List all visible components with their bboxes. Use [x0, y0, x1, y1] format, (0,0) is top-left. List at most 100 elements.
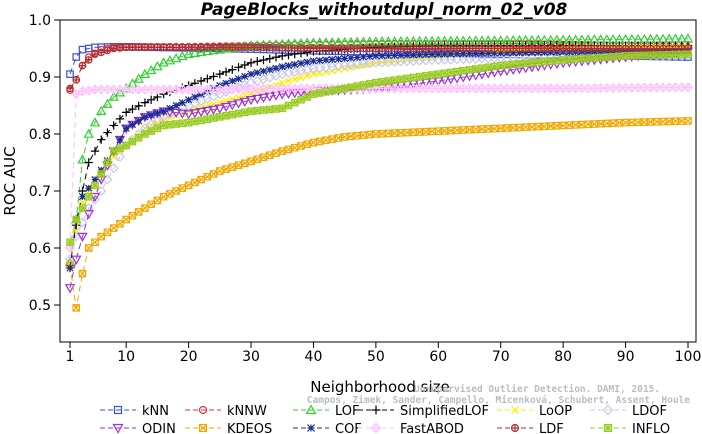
series-layer — [64, 33, 694, 312]
data-point — [91, 238, 99, 247]
data-point — [415, 72, 424, 81]
data-point — [682, 82, 694, 93]
data-point — [484, 63, 493, 72]
data-point — [153, 43, 162, 52]
data-point — [147, 43, 155, 52]
data-point — [271, 53, 281, 62]
data-point — [214, 104, 226, 114]
data-point — [322, 88, 330, 96]
data-point — [72, 53, 81, 61]
data-point — [671, 50, 680, 59]
data-point — [334, 55, 343, 63]
data-point — [540, 44, 549, 53]
legend-label: LDF — [539, 422, 564, 434]
data-point — [652, 44, 661, 53]
data-point — [191, 117, 199, 126]
data-point — [147, 127, 155, 135]
data-point — [515, 44, 524, 53]
data-point — [72, 76, 81, 84]
data-point — [234, 63, 243, 72]
data-point — [78, 61, 87, 70]
data-point — [253, 69, 261, 77]
data-point — [91, 175, 99, 184]
data-point — [659, 51, 667, 59]
data-point — [71, 255, 82, 265]
data-point — [278, 79, 286, 87]
legend-label: kNN — [142, 404, 169, 419]
data-point — [640, 118, 649, 126]
data-point — [97, 170, 106, 178]
legend-marker — [305, 404, 317, 415]
x-tick-label: 10 — [117, 349, 135, 365]
data-point — [272, 64, 280, 72]
data-point — [234, 43, 243, 52]
data-point — [122, 43, 130, 52]
data-point — [628, 44, 636, 53]
data-point — [634, 44, 642, 53]
data-point — [472, 49, 480, 58]
data-point — [78, 193, 87, 201]
data-point — [164, 55, 176, 65]
data-point — [284, 44, 293, 52]
data-point — [640, 51, 649, 60]
data-point — [315, 89, 324, 97]
data-point — [309, 70, 318, 78]
data-point — [141, 130, 149, 138]
data-point — [178, 119, 187, 128]
data-point — [528, 44, 536, 53]
data-point — [85, 184, 93, 192]
data-point — [640, 44, 649, 53]
data-point — [140, 98, 150, 107]
data-point — [490, 49, 499, 57]
y-tick-label: 0.5 — [29, 298, 51, 314]
data-point — [84, 192, 93, 201]
data-point — [222, 79, 230, 87]
data-point — [446, 44, 455, 53]
data-point — [259, 106, 268, 114]
data-point — [684, 50, 692, 59]
data-point — [415, 44, 424, 53]
data-point — [228, 65, 237, 74]
data-point — [122, 215, 130, 224]
data-point — [428, 71, 436, 79]
data-point — [503, 61, 511, 69]
data-point — [84, 158, 93, 167]
data-point — [628, 51, 636, 60]
data-point — [184, 118, 193, 127]
data-point — [220, 43, 232, 53]
data-point — [341, 54, 349, 63]
data-point — [571, 44, 580, 53]
data-point — [284, 61, 293, 70]
data-point — [409, 73, 418, 82]
data-point — [453, 44, 461, 53]
data-point — [72, 304, 81, 312]
legend-label: kNNW — [227, 404, 267, 419]
data-point — [78, 204, 87, 212]
data-point — [334, 44, 343, 53]
data-point — [146, 95, 156, 104]
data-point — [222, 111, 230, 120]
data-point — [596, 53, 605, 62]
data-point — [603, 44, 611, 53]
data-point — [646, 118, 655, 126]
data-point — [197, 43, 205, 52]
data-point — [195, 107, 207, 118]
data-point — [246, 58, 256, 67]
data-point — [196, 76, 206, 86]
data-point — [284, 145, 293, 154]
data-point — [459, 44, 468, 53]
data-point — [189, 47, 201, 58]
data-point — [615, 52, 624, 61]
series-line — [69, 38, 689, 263]
data-point — [135, 117, 143, 125]
data-point — [378, 129, 386, 138]
legend-marker — [198, 423, 208, 433]
data-point — [297, 73, 305, 82]
x-tick-label: 40 — [305, 349, 323, 365]
data-point — [183, 110, 194, 120]
data-point — [440, 69, 449, 78]
data-point — [284, 77, 293, 85]
data-point — [328, 44, 336, 53]
legend-marker — [112, 423, 124, 434]
data-point — [227, 101, 238, 111]
